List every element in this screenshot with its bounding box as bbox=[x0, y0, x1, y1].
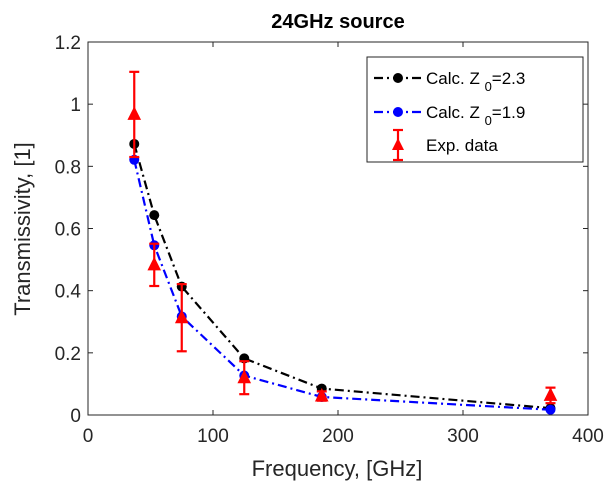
axes-box bbox=[87, 41, 589, 416]
y-tick-label: 0.8 bbox=[55, 157, 81, 178]
legend-label: Calc. Z 0=2.3 bbox=[426, 69, 525, 94]
data-point bbox=[147, 256, 162, 271]
data-point bbox=[314, 387, 329, 402]
x-axis-title: Frequency, [GHz] bbox=[252, 456, 423, 481]
legend-marker bbox=[392, 138, 404, 150]
legend: Calc. Z 0=2.3 Calc. Z 0=1.9 Exp. data bbox=[366, 56, 584, 163]
x-tick-label: 0 bbox=[83, 426, 94, 447]
legend-marker bbox=[393, 107, 403, 117]
y-tick-label: 0.4 bbox=[55, 282, 82, 303]
data-point bbox=[149, 210, 160, 221]
y-tick-label: 0.2 bbox=[55, 344, 81, 365]
y-axis-title: Transmissivity, [1] bbox=[10, 142, 35, 316]
legend-label: Calc. Z 0=1.9 bbox=[426, 103, 525, 128]
x-tick-label: 100 bbox=[197, 426, 229, 447]
y-tick-label: 1.2 bbox=[55, 33, 81, 54]
y-tick-label: 0 bbox=[70, 406, 81, 427]
x-tick-label: 200 bbox=[322, 426, 354, 447]
x-tick-label: 300 bbox=[447, 426, 479, 447]
y-tick-label: 1 bbox=[70, 95, 81, 116]
series-line bbox=[133, 143, 551, 410]
data-point bbox=[127, 106, 142, 120]
data-point bbox=[237, 369, 252, 384]
legend-label: Exp. data bbox=[426, 136, 498, 155]
legend-marker bbox=[393, 73, 403, 83]
data-point bbox=[174, 309, 189, 324]
ticks-group: 0 100 200 300 400 0 0.2 0.4 0.6 0.8 1 1.2 bbox=[55, 33, 604, 447]
y-tick-label: 0.6 bbox=[55, 220, 81, 241]
series-line bbox=[133, 159, 551, 411]
lines-group bbox=[127, 70, 558, 415]
x-tick-label: 400 bbox=[572, 426, 604, 447]
chart-title: 24GHz source bbox=[271, 11, 404, 33]
legend-box bbox=[366, 56, 584, 163]
data-point bbox=[545, 404, 556, 415]
data-point bbox=[543, 387, 558, 401]
